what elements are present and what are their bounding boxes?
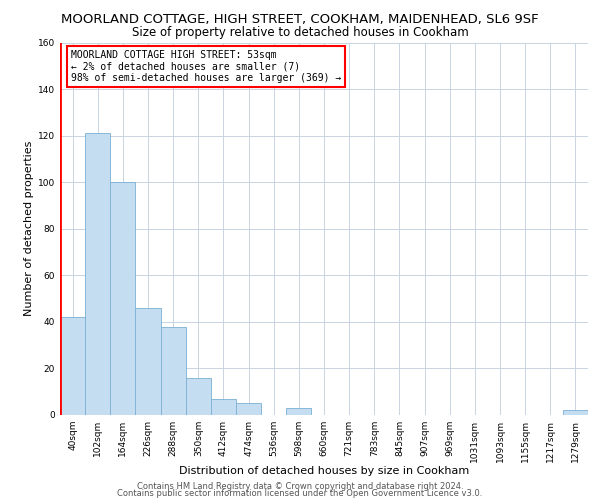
Y-axis label: Number of detached properties: Number of detached properties xyxy=(24,141,34,316)
X-axis label: Distribution of detached houses by size in Cookham: Distribution of detached houses by size … xyxy=(179,466,469,476)
Text: Size of property relative to detached houses in Cookham: Size of property relative to detached ho… xyxy=(131,26,469,39)
Text: Contains HM Land Registry data © Crown copyright and database right 2024.: Contains HM Land Registry data © Crown c… xyxy=(137,482,463,491)
Text: Contains public sector information licensed under the Open Government Licence v3: Contains public sector information licen… xyxy=(118,489,482,498)
Bar xyxy=(236,404,261,415)
Bar xyxy=(136,308,161,415)
Bar xyxy=(286,408,311,415)
Bar xyxy=(211,398,236,415)
Bar xyxy=(161,326,186,415)
Bar xyxy=(563,410,588,415)
Bar xyxy=(60,317,85,415)
Bar xyxy=(85,134,110,415)
Text: MOORLAND COTTAGE HIGH STREET: 53sqm
← 2% of detached houses are smaller (7)
98% : MOORLAND COTTAGE HIGH STREET: 53sqm ← 2%… xyxy=(71,50,341,83)
Bar xyxy=(186,378,211,415)
Text: MOORLAND COTTAGE, HIGH STREET, COOKHAM, MAIDENHEAD, SL6 9SF: MOORLAND COTTAGE, HIGH STREET, COOKHAM, … xyxy=(61,12,539,26)
Bar xyxy=(110,182,136,415)
